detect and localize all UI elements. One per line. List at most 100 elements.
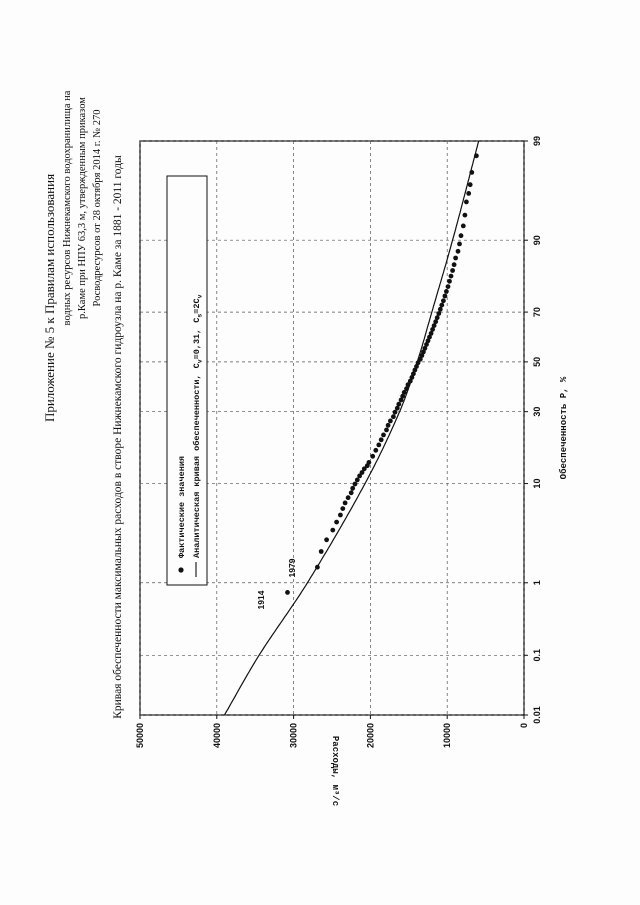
data-point xyxy=(431,323,437,328)
data-point xyxy=(396,401,402,407)
data-point xyxy=(381,432,386,438)
legend-cs-value: =2C xyxy=(192,298,202,313)
appendix-header: Приложение № 5 к Правилам использования … xyxy=(42,90,103,422)
data-point xyxy=(424,342,429,347)
data-point xyxy=(464,199,469,205)
y-tick-label: 0 xyxy=(519,723,529,728)
data-point xyxy=(419,353,425,358)
data-point xyxy=(394,405,400,411)
data-point xyxy=(439,302,445,308)
data-point xyxy=(409,375,415,380)
annotation-1914: 1914 xyxy=(256,590,266,609)
data-point xyxy=(405,382,411,388)
legend-cs-tail-subscript: v xyxy=(197,294,204,298)
data-point xyxy=(445,284,451,289)
legend-curve-prefix: Аналитическая кривая обеспеченности, xyxy=(191,374,202,558)
data-point xyxy=(391,414,396,420)
x-tick-label: 99 xyxy=(532,136,542,146)
data-point xyxy=(342,500,348,506)
data-point xyxy=(441,298,446,304)
y-tick-label: 30000 xyxy=(289,723,299,748)
data-point xyxy=(352,481,358,487)
x-tick-label: 30 xyxy=(532,407,542,417)
data-point xyxy=(411,371,416,377)
data-point xyxy=(458,233,464,239)
data-point xyxy=(348,490,354,496)
data-point xyxy=(414,364,419,369)
appendix-line-3: Росводресурсов от 28 октября 2014 г. № 2… xyxy=(92,110,103,307)
x-tick-label: 90 xyxy=(532,235,542,245)
data-point xyxy=(378,437,384,443)
y-axis-title: Расходы, м³/с xyxy=(330,736,340,806)
x-tick-label: 1 xyxy=(532,580,542,585)
data-point xyxy=(412,367,418,373)
data-point xyxy=(388,418,393,424)
data-point xyxy=(453,255,458,261)
data-point xyxy=(437,306,443,312)
legend-box xyxy=(166,175,208,586)
axis-ticks: 0.01 0.1 1 10 30 50 70 90 99 0 10000 20000 30000 4000… xyxy=(135,136,542,748)
data-point xyxy=(417,356,423,362)
appendix-title: Приложение № 5 к Правилам использования xyxy=(42,174,57,422)
data-point xyxy=(318,549,324,554)
x-tick-label: 50 xyxy=(532,357,542,367)
data-point xyxy=(400,393,406,399)
legend-cv-symbol: C xyxy=(192,363,202,368)
data-point xyxy=(384,427,389,433)
data-point xyxy=(330,527,336,533)
data-point xyxy=(462,212,468,218)
legend-cv-subscript: v xyxy=(197,359,204,363)
y-tick-label: 20000 xyxy=(365,723,375,748)
data-point xyxy=(447,278,452,284)
data-point xyxy=(392,409,398,415)
data-point xyxy=(373,447,379,453)
x-tick-label: 10 xyxy=(532,479,542,489)
data-point xyxy=(434,315,440,321)
y-tick-label: 10000 xyxy=(442,723,452,748)
data-point xyxy=(421,349,426,355)
data-point xyxy=(398,397,404,403)
data-point xyxy=(385,422,391,428)
legend-cs-subscript: s xyxy=(197,314,204,318)
legend-cv-value: =0,31, xyxy=(192,329,202,360)
data-point xyxy=(467,182,473,188)
legend-cs-symbol: C xyxy=(192,318,202,323)
appendix-line-1: водных ресурсов Нижнекамского водохранил… xyxy=(62,90,73,325)
data-point xyxy=(370,453,376,459)
data-point xyxy=(451,262,457,268)
data-point xyxy=(455,248,461,254)
data-point xyxy=(433,319,439,325)
data-point xyxy=(466,191,472,196)
data-point xyxy=(474,153,479,159)
data-point xyxy=(460,223,466,229)
data-point xyxy=(376,442,382,448)
data-point xyxy=(436,311,442,316)
data-point xyxy=(315,564,320,570)
data-point xyxy=(422,345,428,351)
x-tick-label: 70 xyxy=(532,307,542,317)
data-point xyxy=(324,537,329,543)
data-point xyxy=(340,506,346,511)
y-tick-label: 40000 xyxy=(212,723,222,748)
data-point xyxy=(354,477,360,483)
data-point xyxy=(407,378,413,384)
data-point xyxy=(427,334,432,340)
data-point xyxy=(401,390,407,395)
annotation-1979: 1979 xyxy=(287,558,297,577)
data-point xyxy=(345,495,351,501)
data-point xyxy=(404,386,409,392)
data-point xyxy=(448,273,454,279)
data-point xyxy=(450,268,455,273)
appendix-line-2: р.Каме при НПУ 63,3 м, утвержденным прик… xyxy=(77,97,88,319)
analytic-curve-layer xyxy=(223,140,480,716)
data-point xyxy=(428,331,434,336)
x-tick-label: 0.1 xyxy=(532,649,542,662)
data-point xyxy=(444,289,449,294)
x-axis-title: Обеспеченность P, % xyxy=(558,376,569,479)
legend: Фактические значения Аналитическая крива… xyxy=(166,175,208,586)
analytic-curve-line xyxy=(223,140,480,716)
data-point xyxy=(430,327,435,332)
data-point xyxy=(361,466,367,472)
